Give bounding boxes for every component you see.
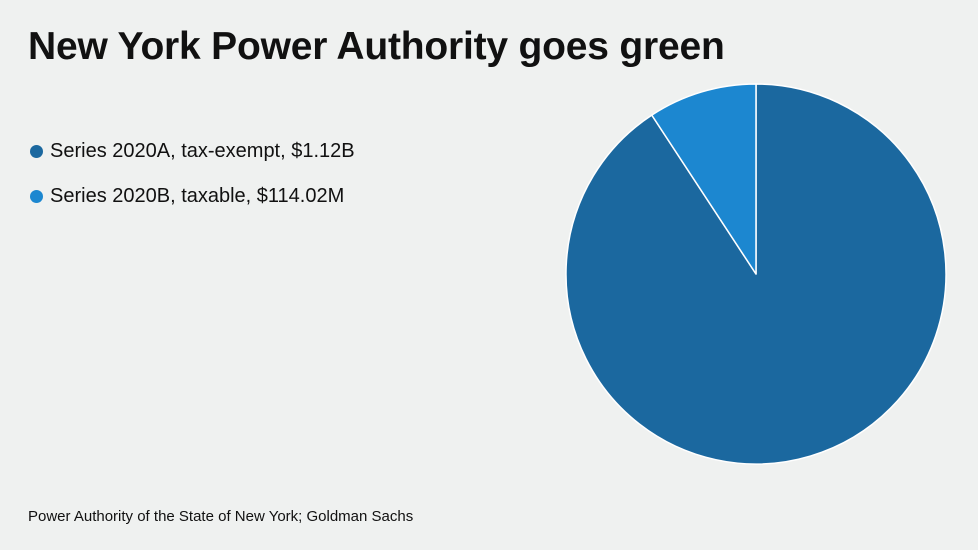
legend-label-series-2020b: Series 2020B, taxable, $114.02M — [50, 184, 345, 207]
pie-slice-series-2020b — [651, 83, 757, 275]
legend: Series 2020A, tax-exempt, $1.12B Series … — [30, 138, 355, 228]
legend-swatch-series-2020b — [30, 189, 43, 203]
legend-swatch-series-2020a — [30, 144, 43, 158]
pie-chart — [565, 83, 947, 465]
legend-label-series-2020a: Series 2020A, tax-exempt, $1.12B — [50, 139, 355, 162]
legend-item-series-2020b: Series 2020B, taxable, $114.02M — [30, 183, 355, 209]
chart-title: New York Power Authority goes green — [28, 25, 725, 68]
source-note: Power Authority of the State of New York… — [28, 508, 414, 525]
pie-slices — [565, 83, 947, 465]
legend-item-series-2020a: Series 2020A, tax-exempt, $1.12B — [30, 138, 355, 164]
